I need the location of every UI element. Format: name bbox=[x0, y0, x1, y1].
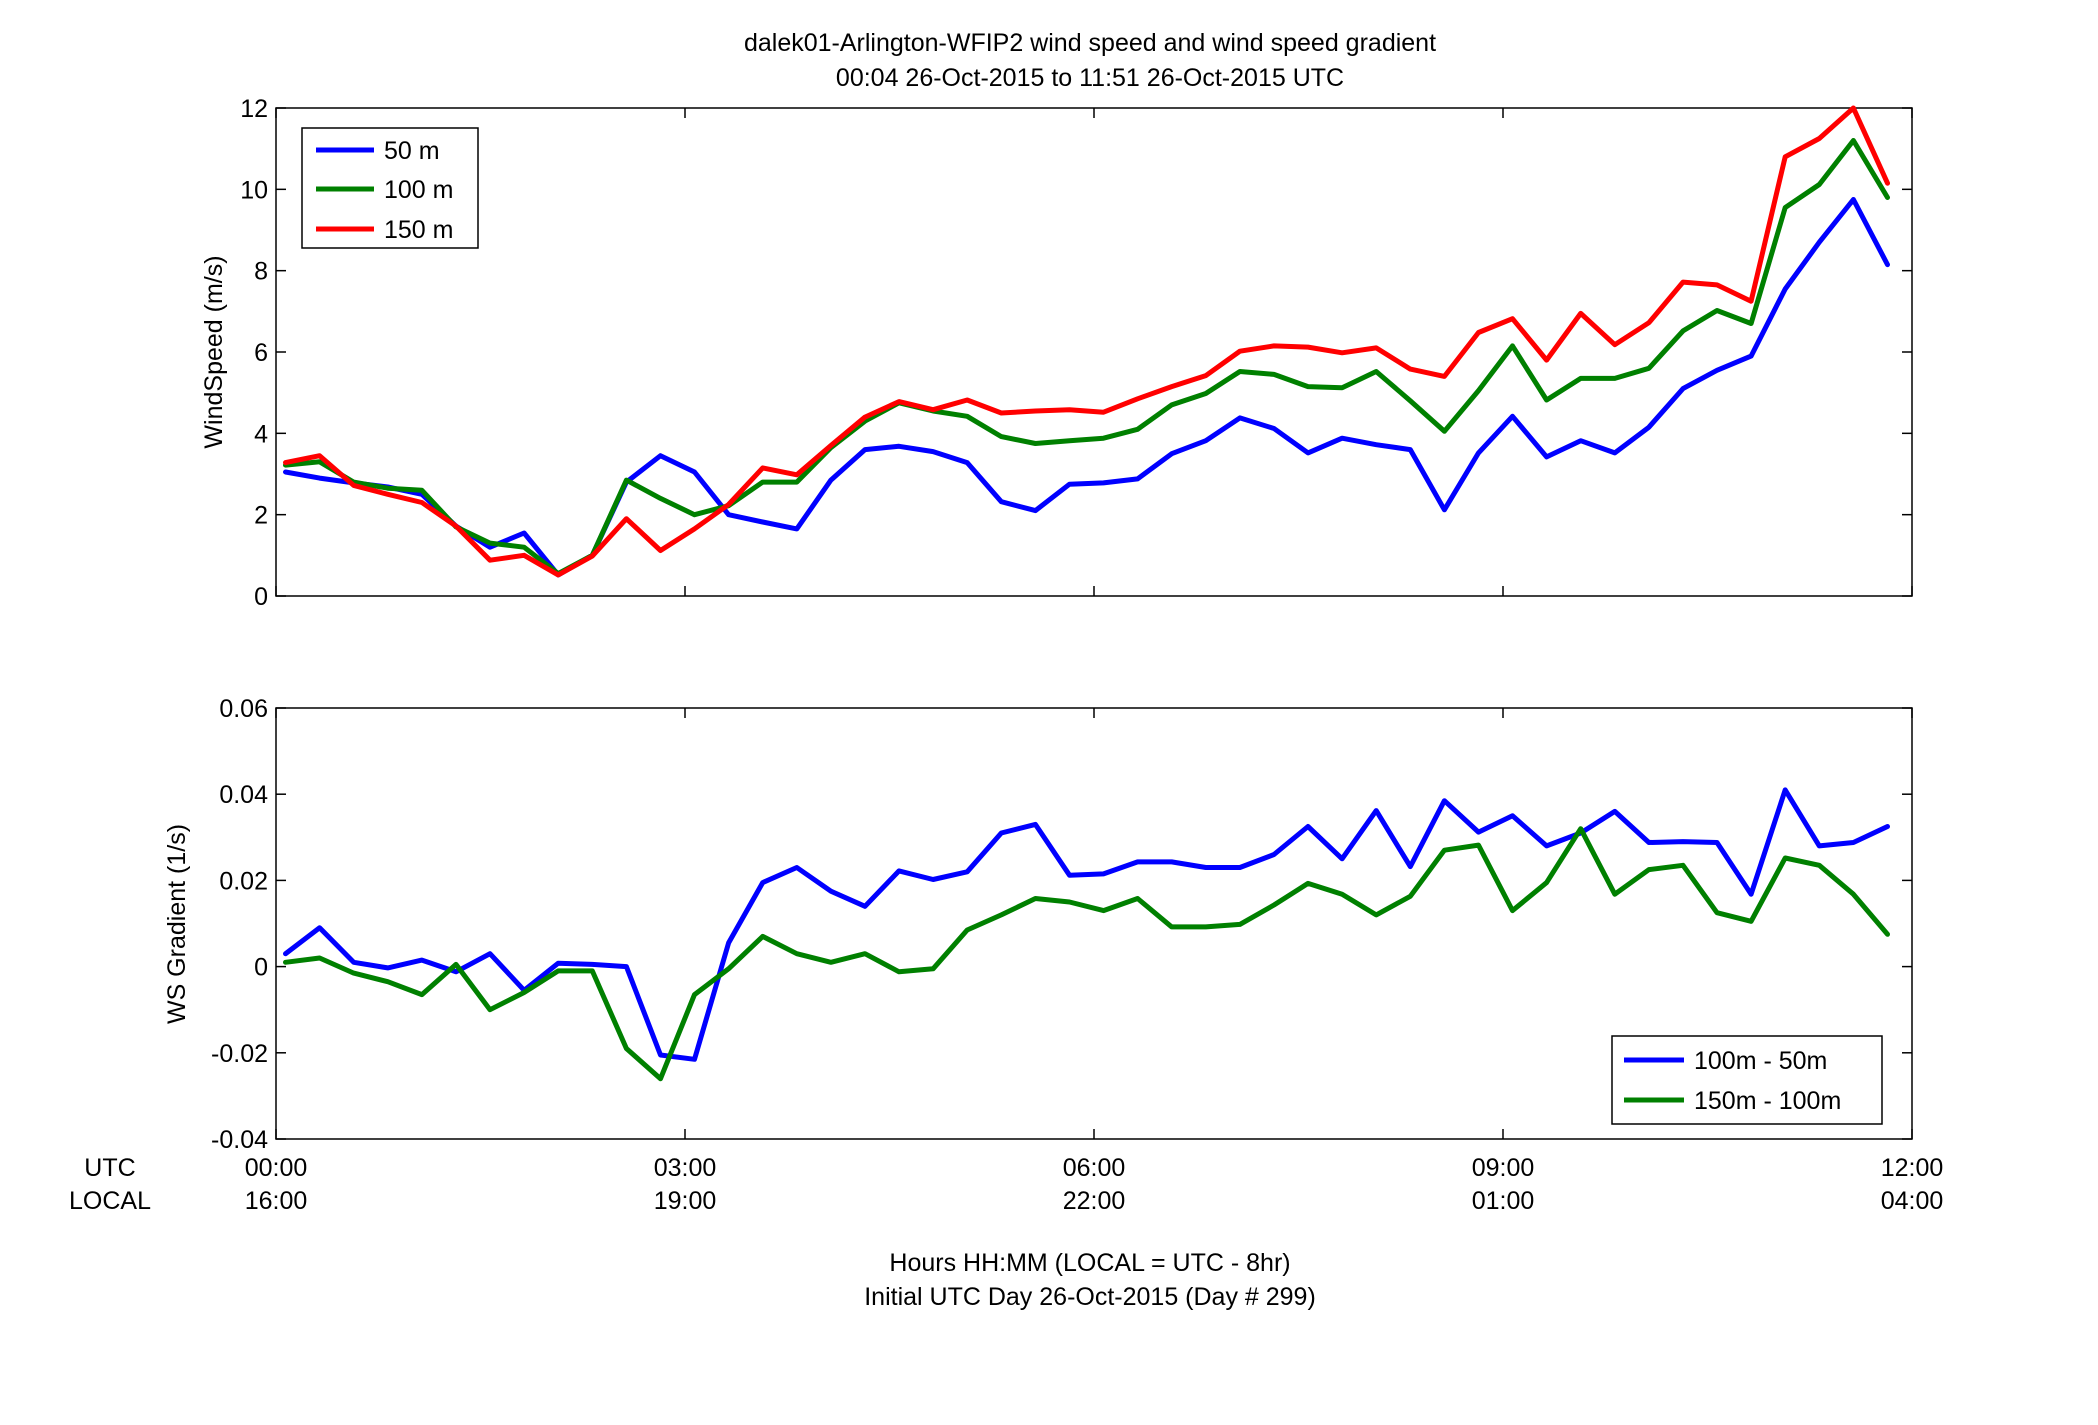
wind-speed-ytick-label: 10 bbox=[240, 176, 268, 204]
wind-gradient-ytick-label: -0.02 bbox=[211, 1040, 268, 1068]
legend-label-100m-50m: 100m - 50m bbox=[1694, 1047, 1827, 1075]
chart-title-line2: 00:04 26-Oct-2015 to 11:51 26-Oct-2015 U… bbox=[836, 64, 1344, 92]
xtick-label-utc: 09:00 bbox=[1472, 1154, 1535, 1182]
wind-gradient-ytick-label: -0.04 bbox=[211, 1126, 268, 1154]
xtick-label-utc: 06:00 bbox=[1063, 1154, 1126, 1182]
wind-gradient-legend: 100m - 50m 150m - 100m bbox=[1611, 1035, 1883, 1125]
xtick-label-local: 22:00 bbox=[1063, 1187, 1126, 1215]
legend-label-100m: 100 m bbox=[384, 176, 453, 204]
xtick-label-utc: 00:00 bbox=[245, 1154, 308, 1182]
utc-row-label: UTC bbox=[84, 1154, 135, 1182]
legend-label-150m-100m: 150m - 100m bbox=[1694, 1087, 1841, 1115]
wind-gradient-ytick-label: 0.02 bbox=[219, 867, 268, 895]
xtick-label-local: 04:00 bbox=[1881, 1187, 1944, 1215]
wind-gradient-panel: -0.04 -0.02 0 0.02 0.04 0.06 WS Gradient (1/s… bbox=[163, 695, 1913, 1154]
xtick-label-local: 01:00 bbox=[1472, 1187, 1535, 1215]
wind-gradient-ytick-label: 0.06 bbox=[219, 695, 268, 723]
chart-title-line1: dalek01-Arlington-WFIP2 wind speed and w… bbox=[744, 29, 1436, 57]
wind-speed-panel: 0 2 4 6 8 10 12 WindSpeed (m/s) 50 m 100 m 150… bbox=[200, 95, 1913, 611]
wind-gradient-ytick-label: 0 bbox=[254, 954, 268, 982]
wind-gradient-ytick-label: 0.04 bbox=[219, 781, 268, 809]
wind-gradient-ylabel: WS Gradient (1/s) bbox=[163, 824, 191, 1024]
x-axis-label-line1: Hours HH:MM (LOCAL = UTC - 8hr) bbox=[889, 1249, 1290, 1277]
wind-gradient-series-150m-100m bbox=[283, 826, 1890, 1082]
wind-speed-ytick-label: 6 bbox=[254, 339, 268, 367]
legend-label-50m: 50 m bbox=[384, 137, 440, 165]
xtick-label-local: 19:00 bbox=[654, 1187, 717, 1215]
wind-speed-series-150m bbox=[283, 105, 1890, 578]
x-axis-label-line2: Initial UTC Day 26-Oct-2015 (Day # 299) bbox=[864, 1283, 1316, 1311]
xtick-label-utc: 03:00 bbox=[654, 1154, 717, 1182]
xtick-label-utc: 12:00 bbox=[1881, 1154, 1944, 1182]
wind-speed-ylabel: WindSpeed (m/s) bbox=[200, 255, 228, 448]
wind-speed-ytick-label: 4 bbox=[254, 420, 268, 448]
local-row-label: LOCAL bbox=[69, 1187, 151, 1215]
xtick-label-local: 16:00 bbox=[245, 1187, 308, 1215]
legend-label-150m: 150 m bbox=[384, 216, 453, 244]
wind-speed-ytick-label: 12 bbox=[240, 95, 268, 123]
wind-speed-ytick-label: 8 bbox=[254, 258, 268, 286]
wind-speed-ytick-label: 0 bbox=[254, 583, 268, 611]
wind-gradient-series-100m-50m bbox=[283, 787, 1890, 1062]
wind-speed-legend: 50 m 100 m 150 m bbox=[301, 127, 479, 249]
wind-speed-ytick-label: 2 bbox=[254, 502, 268, 530]
